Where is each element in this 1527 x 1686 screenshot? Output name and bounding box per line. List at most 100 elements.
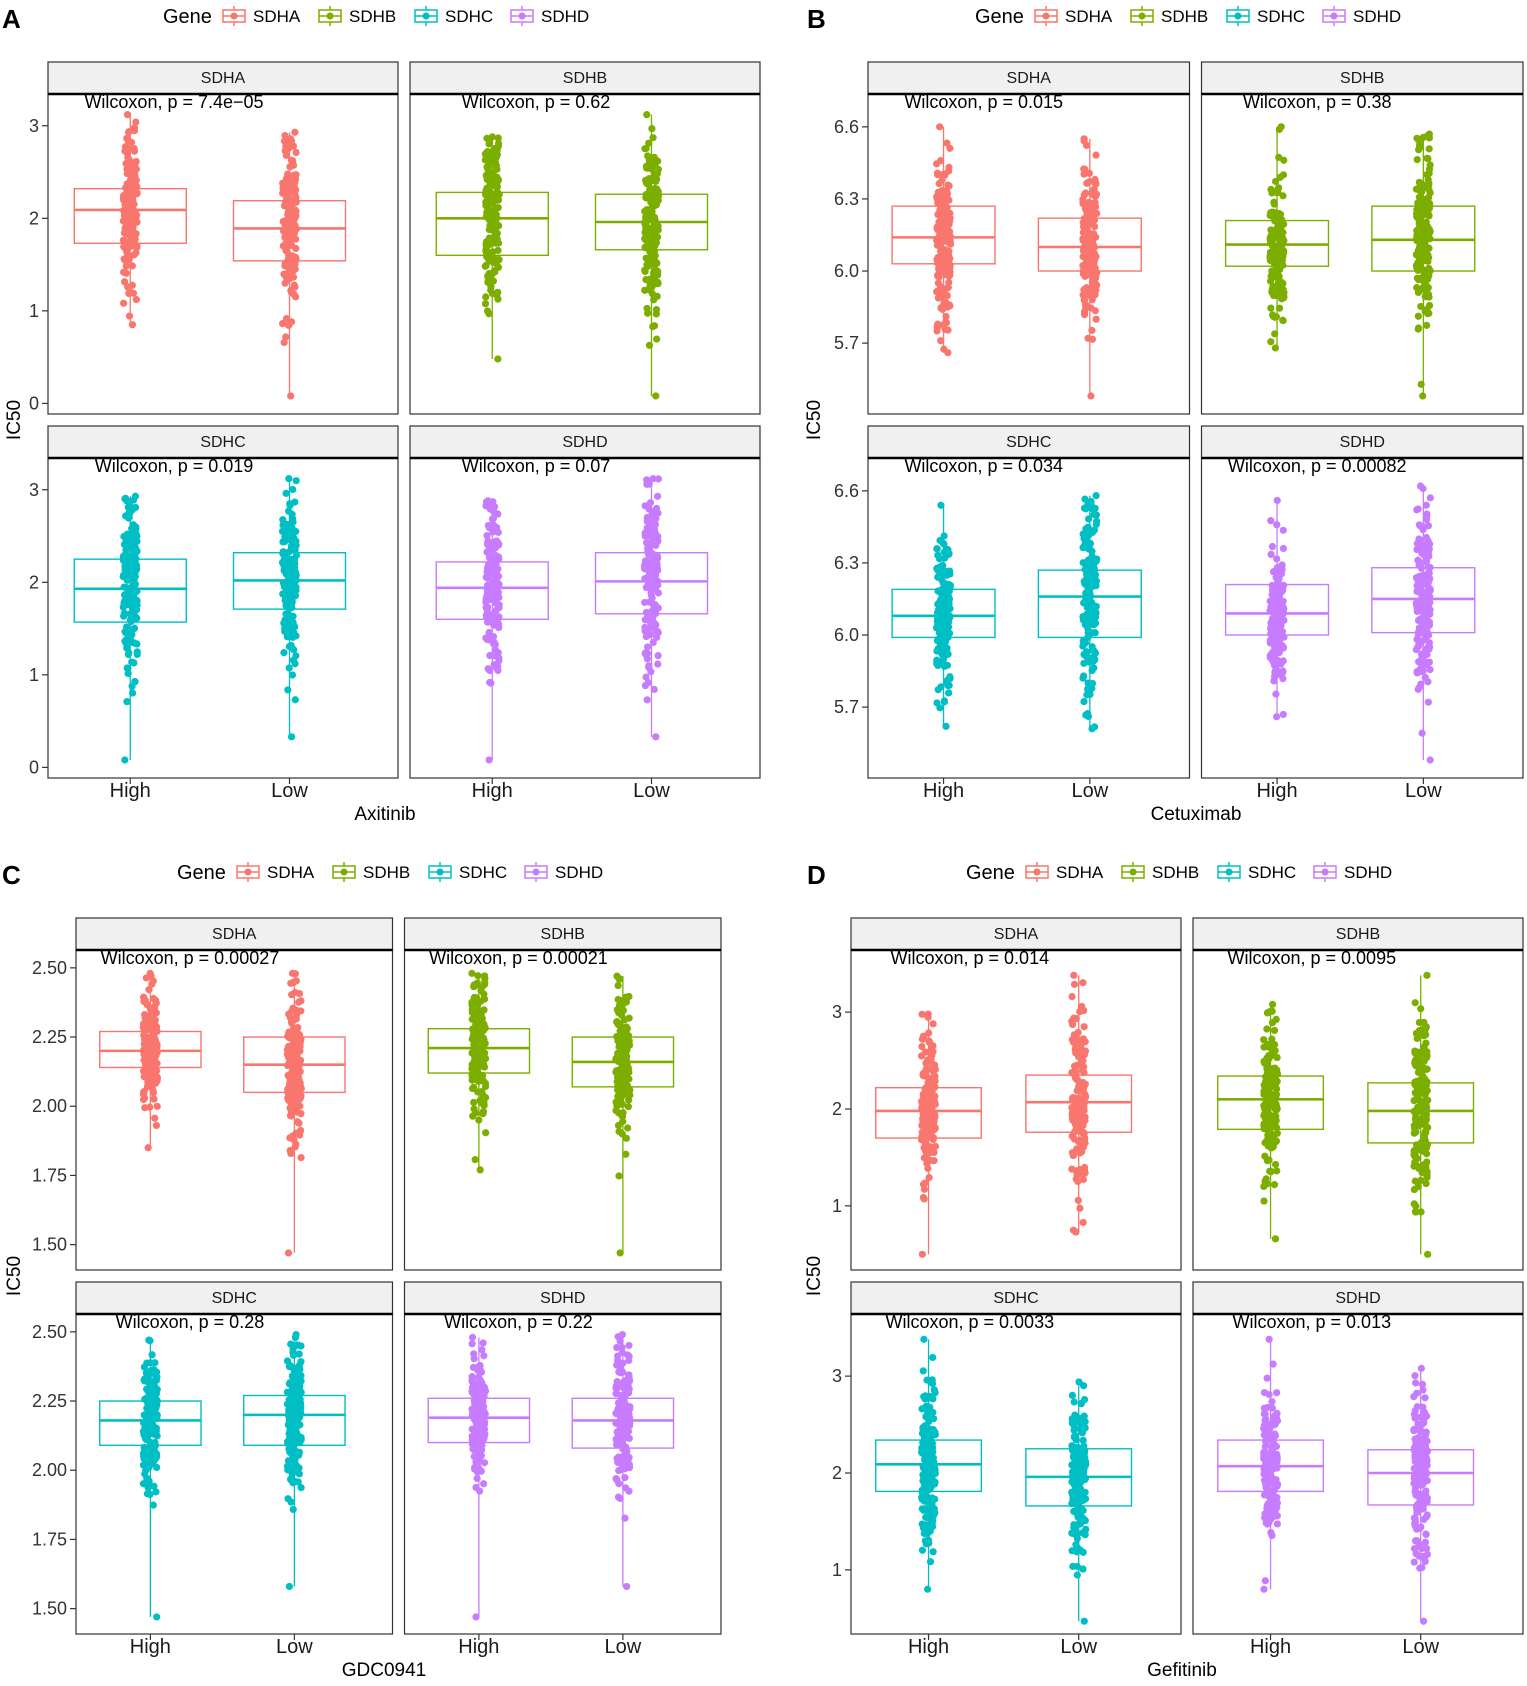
data-point <box>152 1488 160 1496</box>
box-low <box>1037 492 1142 733</box>
data-point <box>295 989 304 998</box>
facet-plot-area <box>867 93 1191 415</box>
data-point <box>468 1340 476 1348</box>
box-high <box>73 492 187 764</box>
box-low <box>1367 971 1475 1258</box>
y-tick-label: 3 <box>832 1002 842 1022</box>
data-point <box>297 1484 305 1492</box>
data-point <box>289 1351 298 1359</box>
box-body <box>1025 1074 1133 1133</box>
data-point <box>645 139 653 147</box>
legend-key-sdhb: SDHB <box>1121 862 1199 882</box>
data-point <box>1416 536 1425 544</box>
data-point <box>289 1004 297 1012</box>
facet-strip-label: SDHA <box>994 926 1039 943</box>
data-point <box>654 278 662 286</box>
data-point <box>291 175 300 184</box>
box-high <box>427 1333 531 1621</box>
data-point <box>140 1411 148 1419</box>
data-point <box>287 1498 295 1506</box>
data-point <box>284 170 292 178</box>
box-high <box>891 123 996 357</box>
data-point <box>1280 156 1288 164</box>
data-point <box>144 1483 152 1492</box>
data-point <box>1271 177 1280 186</box>
data-point <box>297 1358 305 1366</box>
data-point <box>944 580 953 589</box>
data-point <box>149 1457 157 1465</box>
legend-key-sdha: SDHA <box>1034 6 1113 26</box>
y-tick-label: 6.6 <box>834 117 859 137</box>
data-point <box>937 683 945 691</box>
data-point <box>289 563 297 571</box>
data-point <box>1265 1052 1273 1060</box>
y-tick-label: 6.0 <box>834 261 859 281</box>
data-point <box>929 1082 937 1091</box>
y-tick-label: 0 <box>29 757 39 777</box>
data-point <box>652 562 660 570</box>
data-point <box>1081 220 1089 228</box>
data-point <box>1414 588 1422 596</box>
data-point <box>147 1407 155 1415</box>
data-point <box>288 1417 296 1425</box>
data-point <box>131 565 139 573</box>
legend-point <box>1042 12 1050 20</box>
data-point <box>286 253 295 262</box>
data-point <box>618 1382 627 1391</box>
data-point <box>294 1071 302 1079</box>
legend-key-sdha: SDHA <box>222 6 301 26</box>
pvalue-annotation: Wilcoxon, p = 0.07 <box>462 456 611 476</box>
data-point <box>287 266 296 275</box>
legend-label-sdha: SDHA <box>267 863 315 882</box>
data-point <box>1417 380 1425 388</box>
data-point <box>476 1166 484 1174</box>
data-point <box>130 535 139 543</box>
facet-plot-area <box>75 949 394 1271</box>
data-point <box>123 644 131 652</box>
data-point <box>1413 284 1421 292</box>
data-point <box>1279 710 1287 719</box>
y-tick-label: 2.25 <box>32 1391 67 1411</box>
data-point <box>622 998 631 1006</box>
pvalue-annotation: Wilcoxon, p = 0.62 <box>462 92 611 112</box>
data-point <box>929 1042 937 1050</box>
data-point <box>291 1143 299 1151</box>
data-point <box>1078 1047 1087 1055</box>
data-point <box>653 552 661 560</box>
data-point <box>1272 265 1280 273</box>
data-point <box>146 1337 154 1345</box>
data-point <box>1084 515 1093 523</box>
data-point <box>1271 1160 1280 1169</box>
data-point <box>1270 1026 1279 1035</box>
data-point <box>1090 526 1098 534</box>
data-point <box>1420 270 1428 279</box>
data-point <box>642 144 650 153</box>
data-point <box>144 1144 152 1152</box>
data-point <box>1270 200 1278 208</box>
data-point <box>288 671 297 679</box>
data-point <box>289 1132 297 1140</box>
data-point <box>1091 222 1099 231</box>
data-point <box>484 665 492 673</box>
data-point <box>473 1444 481 1452</box>
data-point <box>643 655 651 663</box>
data-point <box>1087 252 1095 260</box>
x-tick-label: Low <box>276 1636 313 1658</box>
box-body <box>427 1028 531 1074</box>
data-point <box>1068 1017 1076 1025</box>
data-point <box>491 537 500 545</box>
data-point <box>493 553 501 562</box>
data-point <box>1277 615 1286 623</box>
data-point <box>288 991 296 999</box>
data-point <box>493 291 501 299</box>
facet-strip <box>1200 425 1524 459</box>
data-point <box>939 286 947 294</box>
data-point <box>616 975 624 983</box>
box-body <box>891 588 996 639</box>
data-point <box>624 1351 632 1359</box>
data-point <box>470 1105 478 1113</box>
data-point <box>292 148 300 157</box>
legend-point <box>1321 868 1329 876</box>
